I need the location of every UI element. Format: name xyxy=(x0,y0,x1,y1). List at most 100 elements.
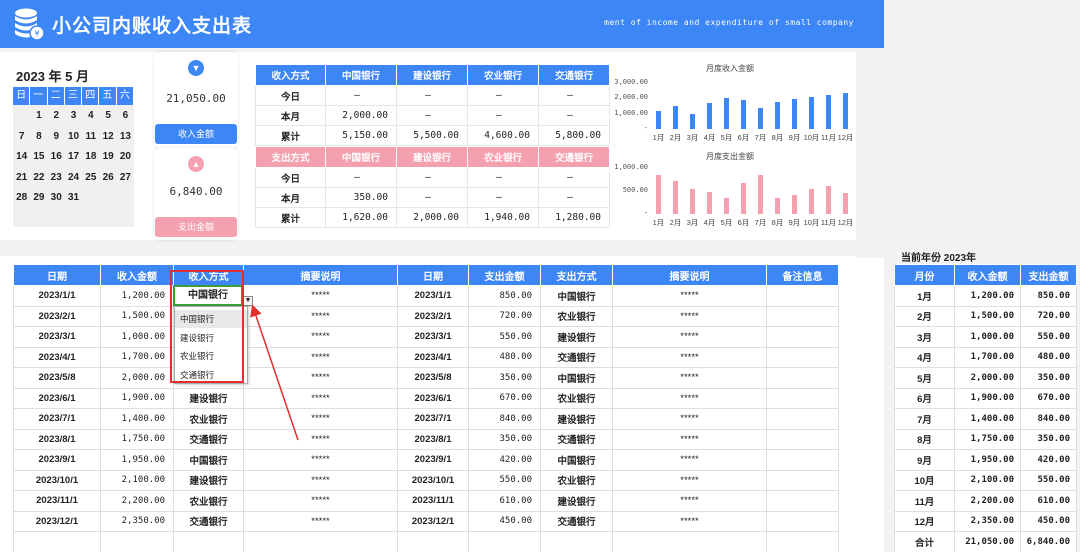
table-cell[interactable]: 建设银行 xyxy=(540,408,613,430)
table-cell[interactable]: ***** xyxy=(243,449,398,471)
table-cell[interactable]: 中国银行 xyxy=(173,449,244,471)
table-cell[interactable]: 建设银行 xyxy=(540,326,613,348)
calendar-day[interactable]: 27 xyxy=(119,171,131,183)
table-cell[interactable] xyxy=(766,408,839,430)
table-cell[interactable]: 农业银行 xyxy=(173,408,244,430)
table-cell[interactable] xyxy=(766,469,839,491)
table-cell[interactable]: 2023/8/1 xyxy=(13,428,101,450)
column-header[interactable]: 收入金额 xyxy=(100,264,174,286)
table-cell[interactable]: 交通银行 xyxy=(540,428,613,450)
table-cell[interactable] xyxy=(13,531,101,552)
table-cell[interactable]: 2023/1/1 xyxy=(13,285,101,307)
table-cell[interactable]: 2023/3/1 xyxy=(13,326,101,348)
table-cell[interactable]: 中国银行 xyxy=(540,449,613,471)
dropdown-option[interactable]: 交通银行 xyxy=(180,369,215,380)
income-amount-button[interactable]: 收入金额 xyxy=(155,124,237,144)
table-cell[interactable] xyxy=(766,305,839,327)
calendar-day[interactable]: 24 xyxy=(67,171,80,183)
table-cell[interactable]: 交通银行 xyxy=(540,510,613,532)
table-cell[interactable] xyxy=(766,490,839,512)
calendar-day[interactable]: 9 xyxy=(53,130,60,142)
table-cell[interactable]: ***** xyxy=(612,469,767,491)
table-cell[interactable]: 2,350.00 xyxy=(100,510,174,532)
table-cell[interactable]: 建设银行 xyxy=(173,387,244,409)
table-cell[interactable]: 农业银行 xyxy=(540,469,613,491)
table-cell[interactable]: 农业银行 xyxy=(540,305,613,327)
table-cell[interactable] xyxy=(100,531,174,552)
calendar-day[interactable]: 13 xyxy=(119,130,131,142)
table-cell[interactable]: ***** xyxy=(612,449,767,471)
table-cell[interactable]: 350.00 xyxy=(468,428,541,450)
calendar-day[interactable]: 20 xyxy=(119,151,131,163)
table-cell[interactable]: 2,200.00 xyxy=(100,490,174,512)
table-cell[interactable]: 2,000.00 xyxy=(100,367,174,389)
calendar-day[interactable]: 25 xyxy=(85,171,97,183)
table-cell[interactable] xyxy=(766,510,839,532)
table-cell[interactable]: 1,400.00 xyxy=(100,408,174,430)
calendar-day[interactable]: 10 xyxy=(67,130,80,142)
table-cell[interactable] xyxy=(243,531,398,552)
table-cell[interactable] xyxy=(468,531,541,552)
calendar-day[interactable]: 31 xyxy=(67,192,80,204)
table-cell[interactable]: ***** xyxy=(612,285,767,307)
table-cell[interactable]: ***** xyxy=(612,408,767,430)
table-cell[interactable] xyxy=(766,428,839,450)
table-cell[interactable]: 2023/7/1 xyxy=(397,408,469,430)
table-cell[interactable]: ***** xyxy=(612,387,767,409)
table-cell[interactable]: 农业银行 xyxy=(173,490,244,512)
calendar-day[interactable]: 17 xyxy=(67,151,80,163)
table-cell[interactable]: 2023/3/1 xyxy=(397,326,469,348)
table-cell[interactable] xyxy=(766,387,839,409)
table-cell[interactable]: ***** xyxy=(243,469,398,491)
calendar-day[interactable]: 26 xyxy=(102,171,114,183)
calendar-day[interactable]: 14 xyxy=(16,151,28,163)
calendar-day[interactable]: 16 xyxy=(50,151,62,163)
column-header[interactable]: 支出金额 xyxy=(468,264,541,286)
table-cell[interactable]: 2023/4/1 xyxy=(397,346,469,368)
table-cell[interactable]: ***** xyxy=(612,305,767,327)
table-cell[interactable]: 2023/12/1 xyxy=(13,510,101,532)
dropdown-option[interactable]: 中国银行 xyxy=(175,310,247,328)
table-cell[interactable]: 2023/11/1 xyxy=(13,490,101,512)
calendar-day[interactable]: 29 xyxy=(33,192,45,204)
calendar-day[interactable]: 12 xyxy=(102,130,114,142)
table-cell[interactable]: 农业银行 xyxy=(540,387,613,409)
table-cell[interactable] xyxy=(612,531,767,552)
column-header[interactable]: 日期 xyxy=(397,264,469,286)
column-header[interactable]: 摘要说明 xyxy=(612,264,767,286)
table-cell[interactable]: 420.00 xyxy=(468,449,541,471)
table-cell[interactable]: 中国银行 xyxy=(540,367,613,389)
table-cell[interactable]: 2023/12/1 xyxy=(397,510,469,532)
table-cell[interactable]: 2023/10/1 xyxy=(397,469,469,491)
table-cell[interactable]: 2023/2/1 xyxy=(397,305,469,327)
calendar-day[interactable]: 23 xyxy=(50,171,62,183)
table-cell[interactable]: 1,950.00 xyxy=(100,449,174,471)
calendar-day[interactable]: 2 xyxy=(53,110,60,121)
table-cell[interactable]: 610.00 xyxy=(468,490,541,512)
table-cell[interactable] xyxy=(397,531,469,552)
table-cell[interactable]: 中国银行 xyxy=(540,285,613,307)
table-cell[interactable]: 2023/2/1 xyxy=(13,305,101,327)
calendar-day[interactable]: 8 xyxy=(36,130,42,142)
table-cell[interactable]: ***** xyxy=(612,367,767,389)
table-cell[interactable]: 480.00 xyxy=(468,346,541,368)
income-method-select[interactable]: 中国银行 xyxy=(173,285,243,306)
table-cell[interactable]: 1,000.00 xyxy=(100,326,174,348)
table-cell[interactable]: 2023/9/1 xyxy=(397,449,469,471)
calendar-day[interactable]: 3 xyxy=(70,110,77,121)
calendar-day[interactable]: 1 xyxy=(36,110,42,121)
table-cell[interactable]: 1,900.00 xyxy=(100,387,174,409)
table-cell[interactable]: 2023/9/1 xyxy=(13,449,101,471)
table-cell[interactable] xyxy=(540,531,613,552)
calendar-day[interactable]: 4 xyxy=(88,110,94,121)
table-cell[interactable]: ***** xyxy=(612,510,767,532)
calendar-day[interactable]: 19 xyxy=(102,151,114,163)
column-header[interactable]: 日期 xyxy=(13,264,101,286)
table-cell[interactable]: ***** xyxy=(612,428,767,450)
table-cell[interactable]: ***** xyxy=(243,490,398,512)
calendar-day[interactable]: 21 xyxy=(16,171,28,183)
table-cell[interactable]: ***** xyxy=(243,510,398,532)
table-cell[interactable]: 550.00 xyxy=(468,469,541,491)
table-cell[interactable] xyxy=(766,346,839,368)
table-cell[interactable]: 350.00 xyxy=(468,367,541,389)
